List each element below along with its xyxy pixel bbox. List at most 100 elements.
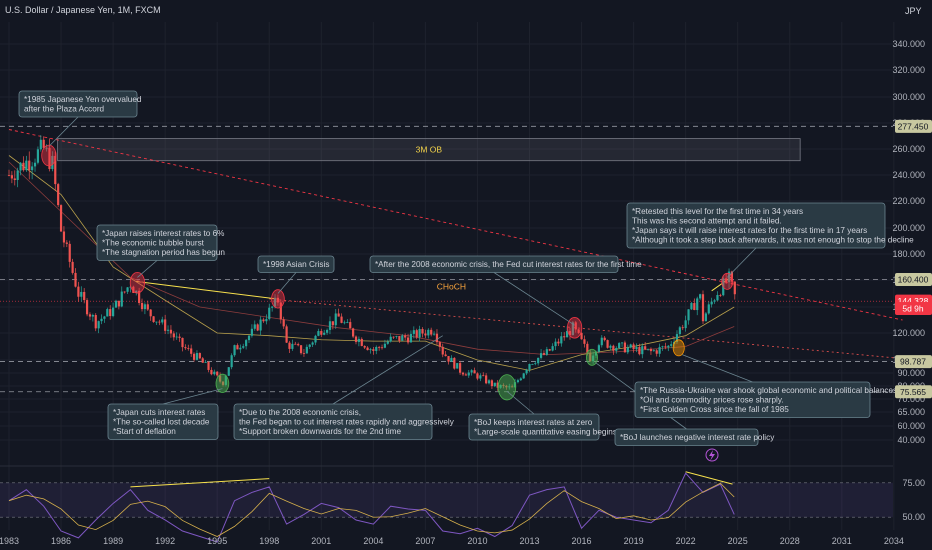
candle-body: [360, 338, 363, 346]
price-tag-label: 98.787: [900, 357, 926, 367]
order-block-box: [57, 138, 801, 162]
candle-body: [568, 331, 572, 336]
candle-body: [487, 380, 491, 384]
candle-body: [51, 155, 54, 170]
candle-body: [138, 290, 141, 303]
candle-body: [39, 139, 42, 150]
candle-body: [143, 304, 147, 310]
price-tag-label: 160.400: [898, 274, 929, 284]
price-tag: [895, 385, 932, 399]
candle-body: [343, 322, 346, 324]
candle-body: [710, 301, 713, 305]
annotation-text: *First Golden Cross since the fall of 19…: [640, 405, 789, 414]
candle-body: [600, 337, 603, 346]
candle-body: [687, 309, 690, 321]
downtrend-line: [8, 129, 903, 321]
annotation-text: *BoJ keeps interest rates at zero: [474, 418, 593, 427]
candle-body: [297, 344, 300, 346]
candle-body: [195, 353, 199, 360]
candle-body: [94, 314, 97, 329]
candle-body: [467, 372, 470, 376]
secondary-trend-line: [269, 298, 903, 360]
candle-body: [597, 345, 600, 352]
highlight-circle: [271, 289, 285, 309]
candle-body: [380, 347, 384, 349]
candle-body: [707, 304, 710, 314]
candle-body: [178, 336, 181, 338]
candle-body: [22, 162, 25, 171]
candle-body: [421, 329, 424, 334]
candle-body: [247, 335, 251, 341]
time-tick-label: 2019: [624, 536, 644, 546]
annotation-text: This was his second attempt and it faile…: [632, 217, 782, 226]
candle-body: [109, 309, 112, 317]
candle-body: [493, 382, 496, 387]
annotation-pointer: [162, 388, 223, 405]
candle-body: [557, 341, 560, 344]
candle-body: [453, 357, 456, 369]
annotation-box: [233, 403, 433, 440]
candle-body: [531, 363, 534, 365]
candle-body: [13, 178, 16, 180]
candle-body: [25, 160, 28, 171]
annotation-text: *The stagnation period has begun: [102, 248, 225, 257]
annotation-box: [468, 413, 600, 441]
candle-body: [132, 286, 135, 293]
candle-body: [678, 327, 681, 335]
annotation-text: *The economic bubble burst: [102, 239, 205, 248]
candle-body: [302, 353, 306, 354]
candle-body: [386, 341, 389, 344]
candle-body: [352, 328, 355, 337]
candle-body: [273, 297, 277, 307]
candle-body: [539, 353, 543, 358]
candle-body: [626, 347, 629, 353]
time-tick-label: 1995: [207, 536, 227, 546]
candle-body: [282, 319, 285, 327]
candle-body: [392, 336, 395, 338]
candle-body: [85, 300, 89, 315]
annotation-pointer: [506, 390, 535, 415]
candle-body: [406, 337, 410, 343]
candle-body: [175, 336, 178, 338]
candle-body: [366, 347, 369, 351]
candle-body: [713, 300, 716, 302]
annotation-pointer: [493, 272, 575, 326]
candle-body: [644, 346, 647, 350]
candle-body: [184, 347, 187, 349]
price-axis[interactable]: 340.000320.000300.000280.000260.000240.0…: [892, 39, 932, 522]
candle-body: [172, 333, 175, 338]
time-tick-label: 2025: [728, 536, 748, 546]
annotation-text: *Japan cuts interest rates: [113, 408, 205, 417]
time-axis[interactable]: 1983 1986 1989 1992 1995 1998 2001 2004 2007 2010…: [0, 536, 904, 546]
candle-body: [372, 349, 375, 351]
candle-body: [299, 345, 303, 354]
candle-body: [398, 336, 401, 341]
candle-body: [80, 291, 83, 297]
candle-body: [473, 370, 476, 374]
annotation-text: *The so-called lost decade: [113, 418, 210, 427]
candle-body: [456, 363, 459, 369]
candle-body: [149, 309, 152, 317]
candle-body: [31, 166, 34, 171]
candle-body: [516, 380, 520, 383]
annotation-pointer: [277, 272, 297, 294]
annotation-text: *The Russia-Ukraine war shook global eco…: [640, 386, 899, 395]
candle-body: [135, 290, 138, 293]
annotation-text: *1998 Asian Crisis: [263, 260, 329, 269]
annotation-pointer: [137, 260, 158, 278]
lightning-icon[interactable]: [705, 448, 719, 462]
candle-body: [91, 314, 94, 317]
candle-body: [320, 331, 323, 335]
candle-body: [459, 363, 462, 373]
candle-body: [363, 345, 366, 348]
candle-body: [354, 336, 358, 342]
candle-body: [285, 326, 288, 343]
candle-body: [233, 345, 236, 356]
candle-body: [291, 343, 294, 349]
candle-body: [216, 371, 219, 376]
price-tick-label: 260.000: [892, 144, 925, 154]
price-tick-label: 70.000: [897, 394, 925, 404]
price-tag: [895, 355, 932, 369]
candle-body: [496, 382, 499, 388]
